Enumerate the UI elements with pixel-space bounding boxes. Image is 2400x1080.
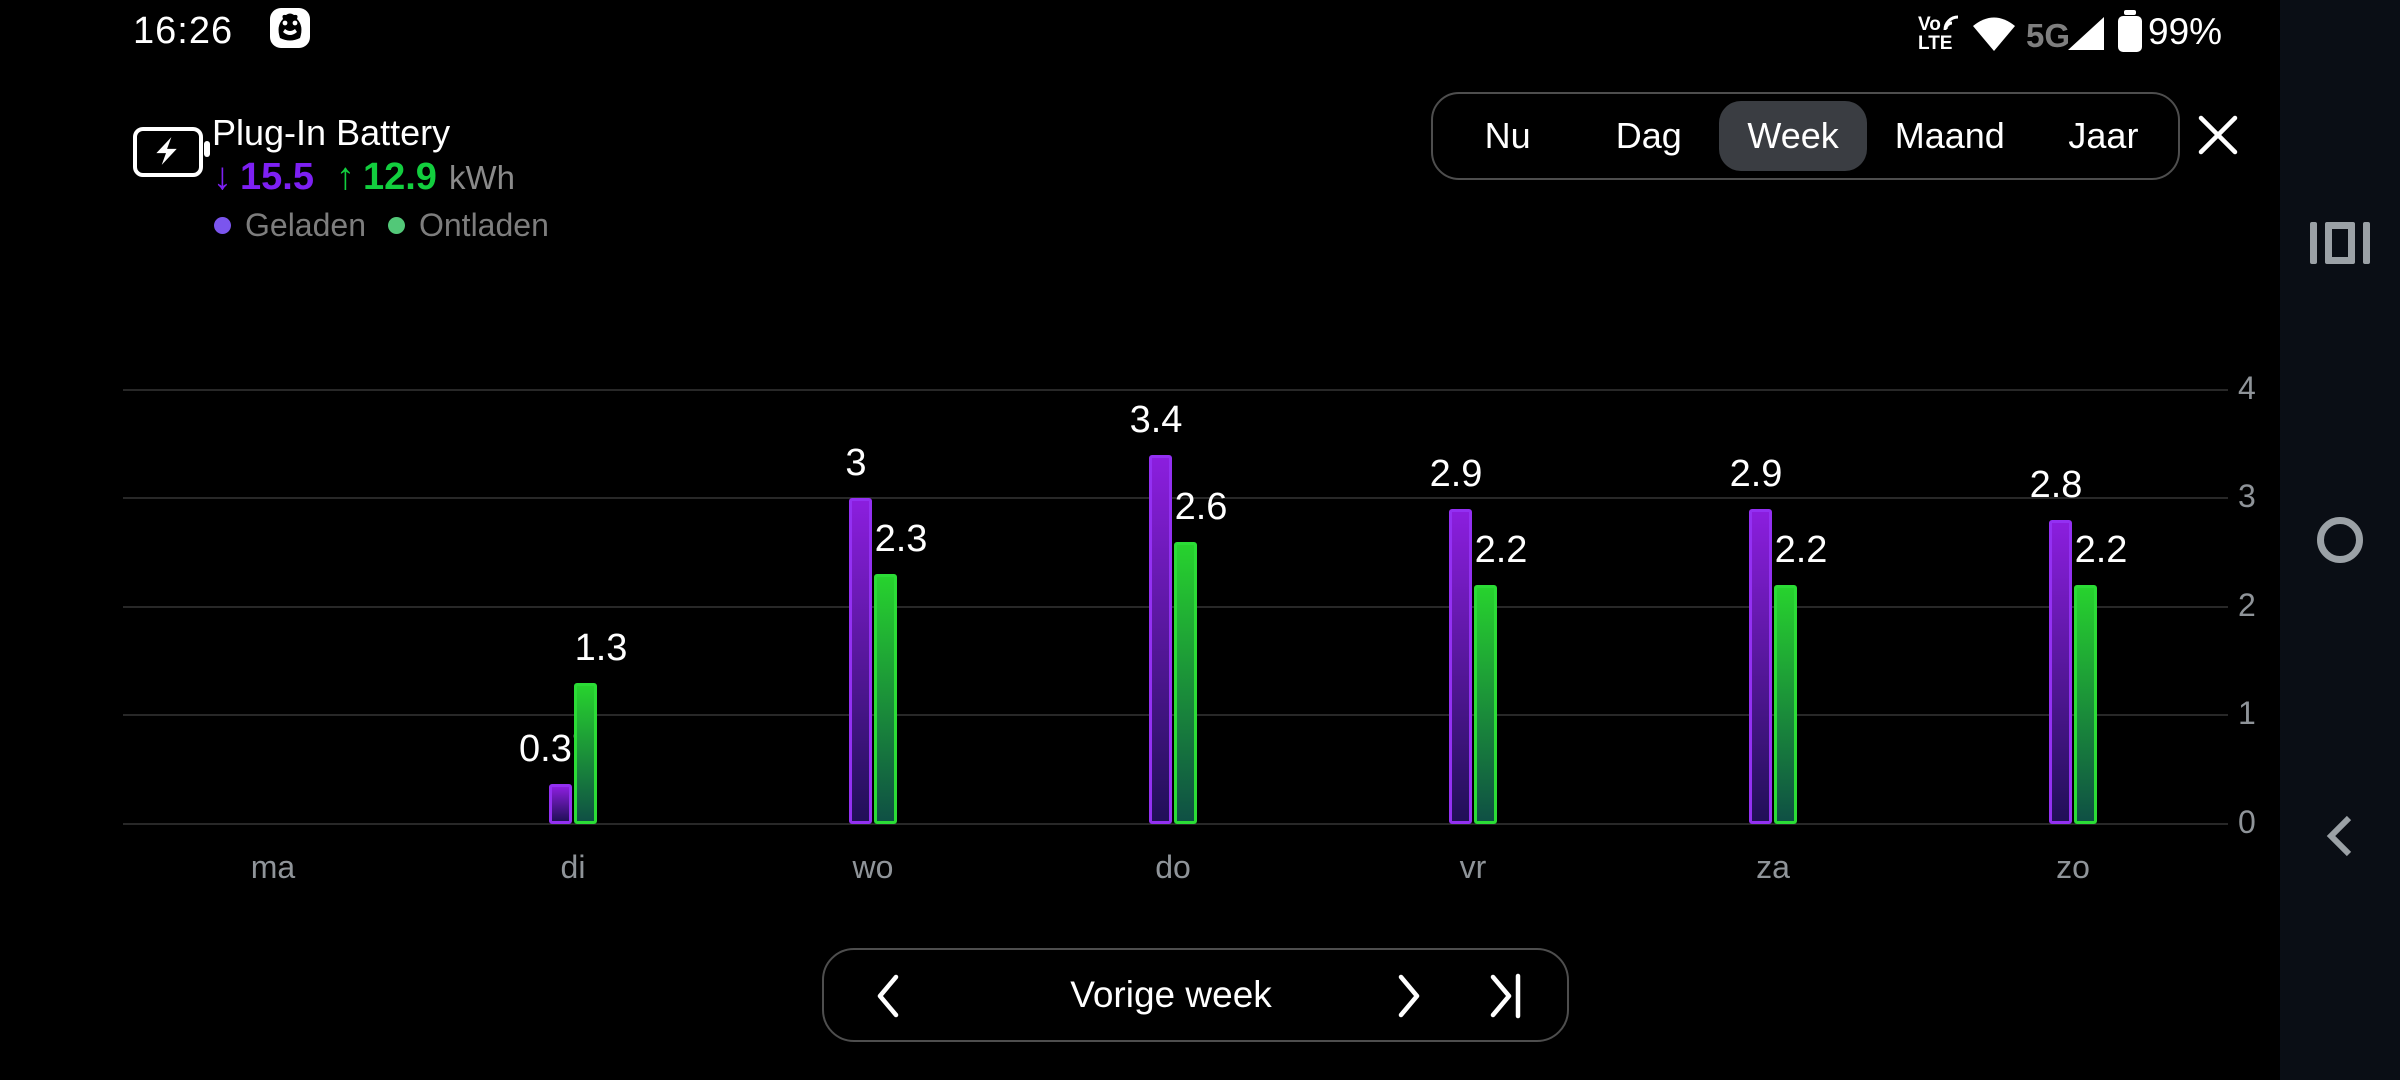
bar-geladen[interactable] xyxy=(549,783,572,824)
bar-geladen[interactable] xyxy=(1749,509,1772,824)
geladen-dot-icon xyxy=(214,217,231,234)
bar-value-label: 0.37 xyxy=(519,727,593,770)
y-axis-label: 3 xyxy=(2238,478,2256,515)
tab-maand[interactable]: Maand xyxy=(1867,101,2033,171)
x-axis-label: do xyxy=(1155,849,1191,885)
volte-icon: Vo LTE xyxy=(1918,15,1960,53)
tab-bar: Nu Dag Week Maand Jaar xyxy=(1431,92,2180,180)
bar-geladen[interactable] xyxy=(1449,509,1472,824)
skip-to-latest-icon[interactable] xyxy=(1487,972,1525,1025)
bar-ontladen[interactable] xyxy=(874,574,897,824)
bar-value-label: 1.3 xyxy=(574,626,628,669)
discharged-total: 12.9 xyxy=(362,156,437,198)
down-arrow-icon: ↓ xyxy=(213,156,232,198)
bar-value-label: 2.9 xyxy=(1729,453,1783,496)
tab-week[interactable]: Week xyxy=(1719,101,1867,171)
chevron-left-icon[interactable] xyxy=(872,972,904,1025)
bar-value-label: 2.2 xyxy=(2074,529,2128,572)
bar-ontladen[interactable] xyxy=(1774,585,1797,824)
ontladen-dot-icon xyxy=(387,217,405,234)
bar-value-label: 2.2 xyxy=(1774,529,1828,572)
cell-signal-icon xyxy=(2066,16,2106,57)
y-axis-label: 1 xyxy=(2238,695,2256,732)
back-icon[interactable] xyxy=(2322,812,2358,865)
network-type-label: 5G xyxy=(2026,17,2071,54)
charged-total: 15.5 xyxy=(240,156,314,198)
tab-dag[interactable]: Dag xyxy=(1578,101,1719,171)
y-axis-label: 0 xyxy=(2238,804,2256,840)
home-icon[interactable] xyxy=(2317,517,2363,563)
status-battery-icon xyxy=(2118,10,2142,52)
battery-percent-label: 99% xyxy=(2148,11,2223,52)
bar-ontladen[interactable] xyxy=(2074,585,2097,824)
bar-value-label: 3 xyxy=(845,442,867,485)
gridline xyxy=(123,497,2228,500)
gridline xyxy=(123,823,2228,825)
legend-label-ontladen: Ontladen xyxy=(418,207,549,243)
tab-label: Maand xyxy=(1894,115,2005,156)
bar-value-label: 2.3 xyxy=(874,518,928,561)
tab-label: Jaar xyxy=(2068,115,2139,156)
bar-value-label: 2.9 xyxy=(1429,453,1483,496)
chart-legend: Geladen Ontladen xyxy=(214,207,571,244)
bar-geladen[interactable] xyxy=(2049,520,2072,824)
page-title: Plug-In Battery xyxy=(212,112,451,153)
bar-value-label: 2.2 xyxy=(1474,529,1528,572)
up-arrow-icon: ↑ xyxy=(335,156,355,198)
week-pager: Vorige week xyxy=(822,948,1569,1042)
bar-ontladen[interactable] xyxy=(1474,585,1497,824)
y-axis-label: 2 xyxy=(2238,586,2256,623)
system-nav-bar xyxy=(2280,0,2400,1080)
wifi-icon xyxy=(1972,16,2016,57)
bar-geladen[interactable] xyxy=(1149,454,1172,824)
chevron-right-icon[interactable] xyxy=(1393,972,1425,1025)
x-axis-label: di xyxy=(560,849,586,885)
recents-icon[interactable] xyxy=(2310,222,2370,264)
close-icon[interactable] xyxy=(2194,111,2242,159)
clock-time: 16:26 xyxy=(133,10,234,52)
gridline xyxy=(123,388,2228,391)
x-axis-label: vr xyxy=(1459,849,1487,885)
tab-nu[interactable]: Nu xyxy=(1437,101,1578,171)
bar-ontladen[interactable] xyxy=(574,682,597,824)
x-axis-label: za xyxy=(1756,849,1790,885)
bar-ontladen[interactable] xyxy=(1174,541,1197,824)
x-axis-label: ma xyxy=(250,849,296,885)
unit-label: kWh xyxy=(448,159,515,196)
bar-value-label: 2.8 xyxy=(2029,464,2083,507)
x-axis-label: zo xyxy=(2056,849,2090,885)
bar-value-label: 3.4 xyxy=(1129,398,1183,441)
battery-plug-icon xyxy=(133,127,210,177)
y-axis-label: 4 xyxy=(2238,369,2256,406)
bar-geladen[interactable] xyxy=(849,498,872,824)
x-axis-label: wo xyxy=(852,849,894,885)
legend-label-geladen: Geladen xyxy=(245,207,366,243)
energy-totals: ↓ 15.5 ↑ 12.9 kWh xyxy=(213,156,515,199)
tab-label: Week xyxy=(1719,101,1867,171)
notification-app-icon xyxy=(270,8,310,48)
pager-label: Vorige week xyxy=(1070,974,1272,1015)
tab-label: Nu xyxy=(1484,115,1531,156)
tab-label: Dag xyxy=(1615,115,1682,156)
bar-value-label: 2.6 xyxy=(1174,485,1228,528)
tab-jaar[interactable]: Jaar xyxy=(2033,101,2174,171)
